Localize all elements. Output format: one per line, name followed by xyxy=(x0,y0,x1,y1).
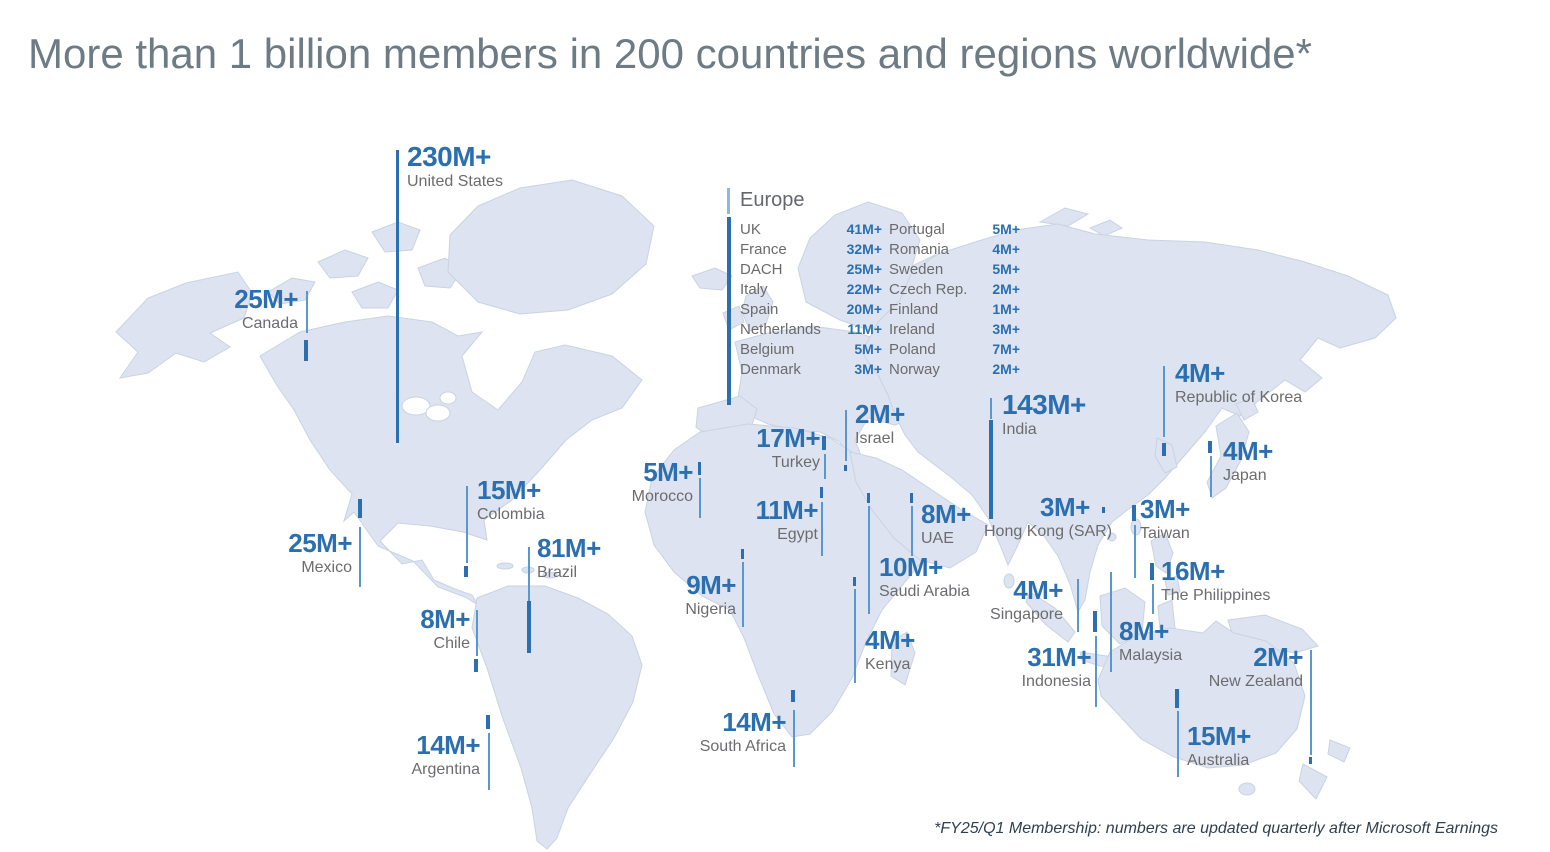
land-asia xyxy=(861,223,1397,614)
land-sri-lanka xyxy=(1003,573,1015,589)
land-taiwan xyxy=(1130,518,1142,536)
land-sumatra xyxy=(1025,591,1076,643)
land-north-america xyxy=(259,315,643,606)
land-south-america xyxy=(471,585,643,850)
land-alaska xyxy=(115,271,253,379)
page-title: More than 1 billion members in 200 count… xyxy=(28,30,1313,77)
footnote: *FY25/Q1 Membership: numbers are updated… xyxy=(934,820,1498,837)
land-tasmania xyxy=(1238,782,1256,796)
great-lakes xyxy=(401,396,431,416)
land-iceland xyxy=(691,267,733,291)
land-ireland xyxy=(722,305,745,331)
land-arctic-islands xyxy=(267,277,316,305)
land-korea xyxy=(1154,437,1178,474)
land-new-zealand xyxy=(1327,739,1351,763)
land-japan xyxy=(1206,412,1250,499)
land-uk xyxy=(741,285,774,332)
land-arabia xyxy=(849,451,989,569)
land-greenland xyxy=(447,179,655,315)
land-philippines xyxy=(1150,532,1174,574)
land-caribbean xyxy=(496,562,514,570)
land-madagascar xyxy=(890,631,916,686)
land-australia xyxy=(1097,620,1306,769)
